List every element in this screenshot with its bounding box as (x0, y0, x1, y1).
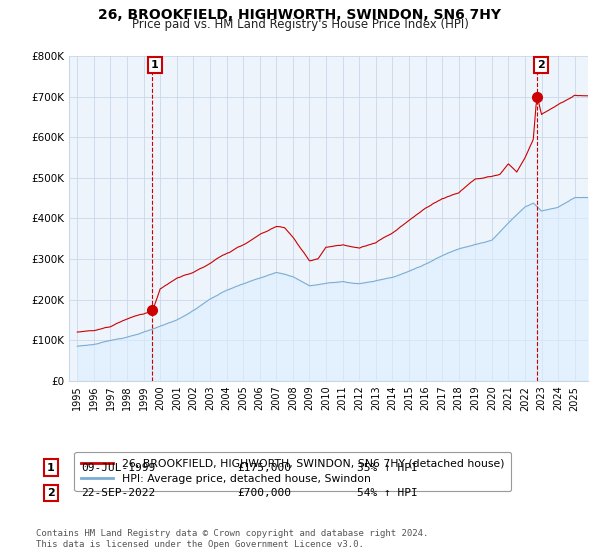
Text: 26, BROOKFIELD, HIGHWORTH, SWINDON, SN6 7HY: 26, BROOKFIELD, HIGHWORTH, SWINDON, SN6 … (98, 8, 502, 22)
Text: 54% ↑ HPI: 54% ↑ HPI (357, 488, 418, 498)
Text: 1: 1 (151, 60, 159, 70)
Legend: 26, BROOKFIELD, HIGHWORTH, SWINDON, SN6 7HY (detached house), HPI: Average price: 26, BROOKFIELD, HIGHWORTH, SWINDON, SN6 … (74, 452, 511, 491)
Text: £700,000: £700,000 (237, 488, 291, 498)
Text: 2: 2 (47, 488, 55, 498)
Text: 1: 1 (47, 463, 55, 473)
Text: £175,000: £175,000 (237, 463, 291, 473)
Text: 09-JUL-1999: 09-JUL-1999 (81, 463, 155, 473)
Text: Price paid vs. HM Land Registry's House Price Index (HPI): Price paid vs. HM Land Registry's House … (131, 18, 469, 31)
Text: 2: 2 (537, 60, 545, 70)
Text: Contains HM Land Registry data © Crown copyright and database right 2024.
This d: Contains HM Land Registry data © Crown c… (36, 529, 428, 549)
Text: 22-SEP-2022: 22-SEP-2022 (81, 488, 155, 498)
Text: 35% ↑ HPI: 35% ↑ HPI (357, 463, 418, 473)
